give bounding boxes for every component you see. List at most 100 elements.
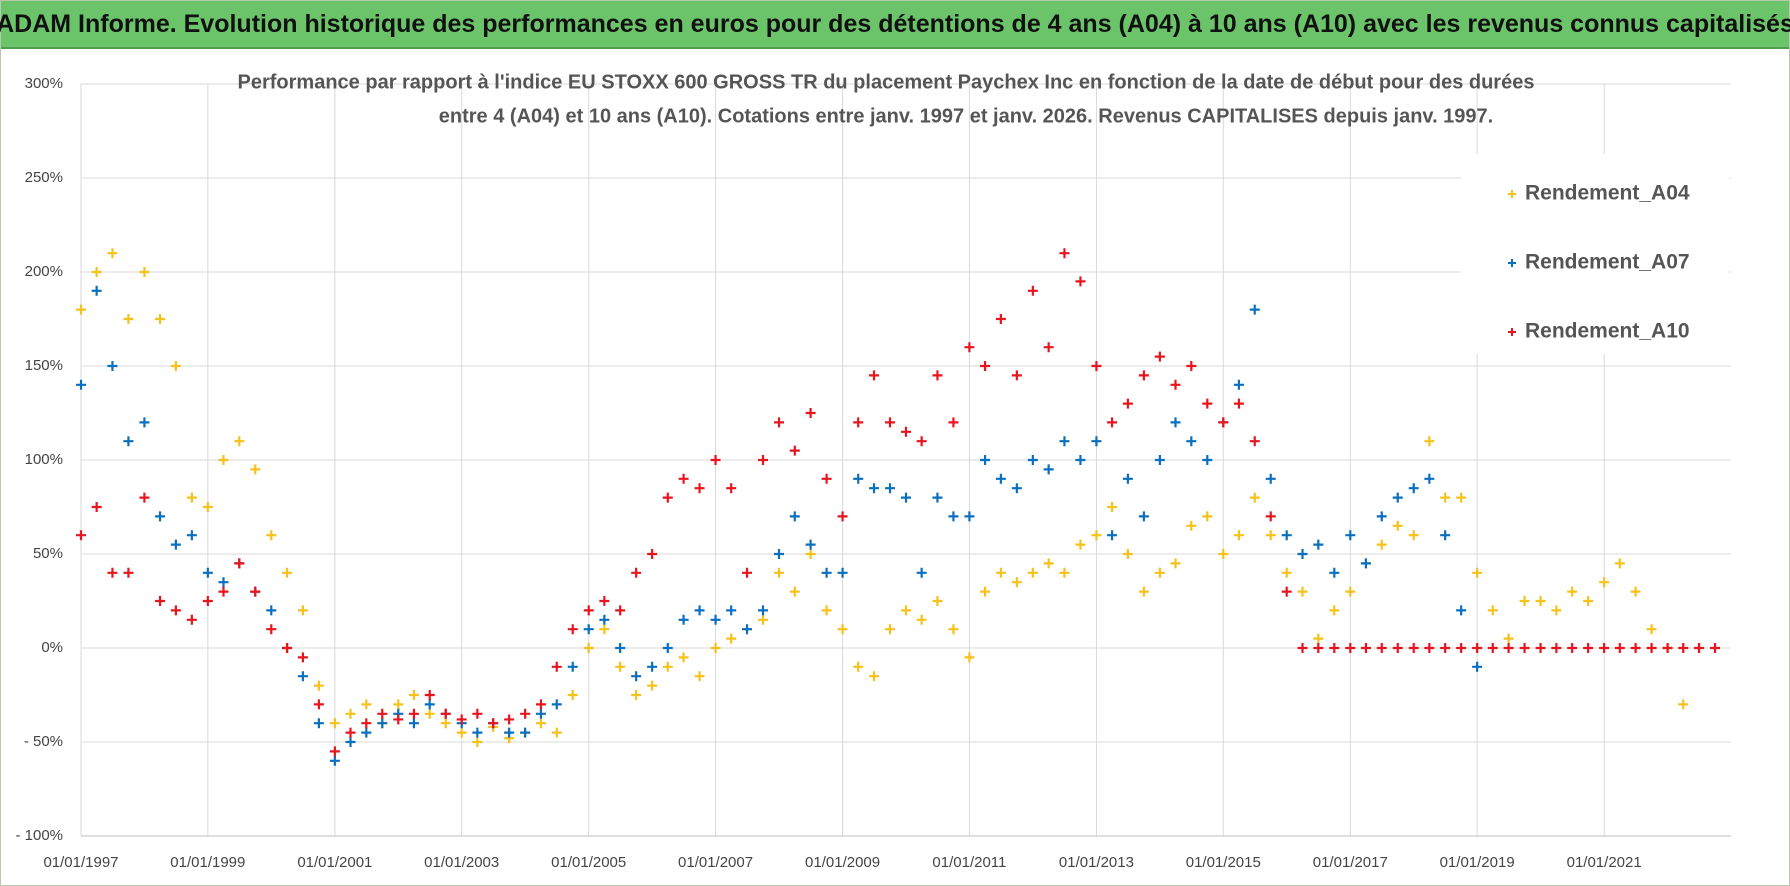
point — [1091, 361, 1102, 371]
point — [821, 567, 832, 578]
point — [266, 605, 277, 616]
point — [472, 727, 483, 738]
point — [123, 567, 134, 578]
point — [424, 708, 435, 719]
point — [1392, 520, 1403, 531]
point — [789, 445, 800, 456]
point — [297, 671, 308, 682]
point — [1408, 643, 1419, 653]
point — [662, 492, 673, 503]
legend-label: Rendement_A04 — [1525, 182, 1690, 205]
x-tick-label: 01/01/2013 — [1059, 854, 1134, 871]
point — [1487, 643, 1498, 653]
point — [757, 455, 768, 465]
point — [1233, 398, 1244, 409]
point — [853, 417, 864, 428]
point — [678, 652, 689, 663]
point — [91, 267, 102, 277]
point — [76, 304, 86, 315]
point — [361, 718, 372, 729]
point — [1376, 539, 1387, 550]
point — [551, 727, 562, 738]
point — [710, 455, 721, 465]
legend-marker — [1508, 328, 1516, 336]
point — [1281, 530, 1292, 541]
point — [1599, 643, 1610, 653]
point — [869, 671, 880, 682]
point — [1694, 643, 1705, 653]
point — [1392, 643, 1403, 653]
point — [1170, 417, 1181, 428]
point — [948, 624, 959, 635]
point — [139, 417, 150, 428]
point — [742, 567, 753, 578]
point — [408, 718, 419, 729]
point — [599, 624, 610, 635]
point — [932, 492, 943, 503]
point — [995, 567, 1006, 578]
point — [1186, 520, 1197, 531]
point — [170, 361, 181, 371]
point — [837, 567, 848, 578]
point — [1376, 643, 1387, 653]
y-tick-label: 250% — [25, 169, 63, 186]
point — [631, 690, 642, 700]
y-tick-label: - 100% — [15, 827, 63, 844]
point — [1233, 530, 1244, 541]
point — [456, 727, 467, 738]
point — [1170, 379, 1181, 390]
point — [1583, 596, 1594, 606]
point — [488, 718, 499, 729]
point — [1011, 370, 1022, 381]
point — [408, 708, 419, 719]
x-tick-label: 01/01/2007 — [678, 854, 753, 871]
point — [361, 727, 372, 738]
point — [234, 436, 245, 447]
point — [1059, 567, 1070, 578]
point — [1567, 643, 1578, 653]
point — [329, 746, 340, 757]
x-tick-label: 01/01/1999 — [170, 854, 245, 871]
point — [932, 370, 943, 381]
point — [1297, 586, 1308, 597]
point — [186, 530, 197, 541]
chart-title: Performance par rapport à l'indice EU ST… — [238, 71, 1535, 93]
point — [76, 530, 86, 541]
header-title: ADAM Informe. Evolution historique des p… — [0, 1, 1790, 49]
point — [1360, 643, 1371, 653]
point — [1313, 539, 1324, 550]
point — [1281, 567, 1292, 578]
point — [1662, 643, 1673, 653]
point — [1424, 436, 1435, 447]
point — [123, 314, 134, 324]
point — [1614, 643, 1625, 653]
point — [1519, 596, 1530, 606]
point — [1329, 605, 1340, 616]
point — [1535, 643, 1546, 653]
x-tick-label: 01/01/2019 — [1440, 854, 1515, 871]
point — [91, 502, 102, 512]
point — [504, 727, 515, 738]
point — [1011, 483, 1022, 494]
point — [678, 614, 689, 625]
point — [313, 718, 324, 729]
point — [1472, 567, 1483, 578]
x-tick-label: 01/01/1997 — [43, 854, 118, 871]
point — [1329, 567, 1340, 578]
point — [948, 417, 959, 428]
point — [170, 539, 181, 550]
y-tick-label: 200% — [25, 263, 63, 280]
point — [885, 483, 896, 494]
point — [869, 483, 880, 494]
point — [1583, 643, 1594, 653]
point — [1424, 643, 1435, 653]
point — [1138, 511, 1149, 522]
chart-title: entre 4 (A04) et 10 ans (A10). Cotations… — [439, 105, 1493, 127]
point — [583, 624, 594, 635]
point — [694, 483, 705, 494]
point — [710, 643, 721, 653]
point — [837, 511, 848, 522]
point — [218, 577, 229, 588]
y-tick-label: - 50% — [24, 733, 63, 750]
